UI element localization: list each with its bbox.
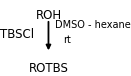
- Text: TBSCl: TBSCl: [0, 28, 34, 41]
- Text: rt: rt: [63, 35, 71, 45]
- Text: ROTBS: ROTBS: [29, 62, 68, 75]
- Text: ROH: ROH: [35, 9, 62, 22]
- Text: DMSO - hexane: DMSO - hexane: [55, 20, 131, 30]
